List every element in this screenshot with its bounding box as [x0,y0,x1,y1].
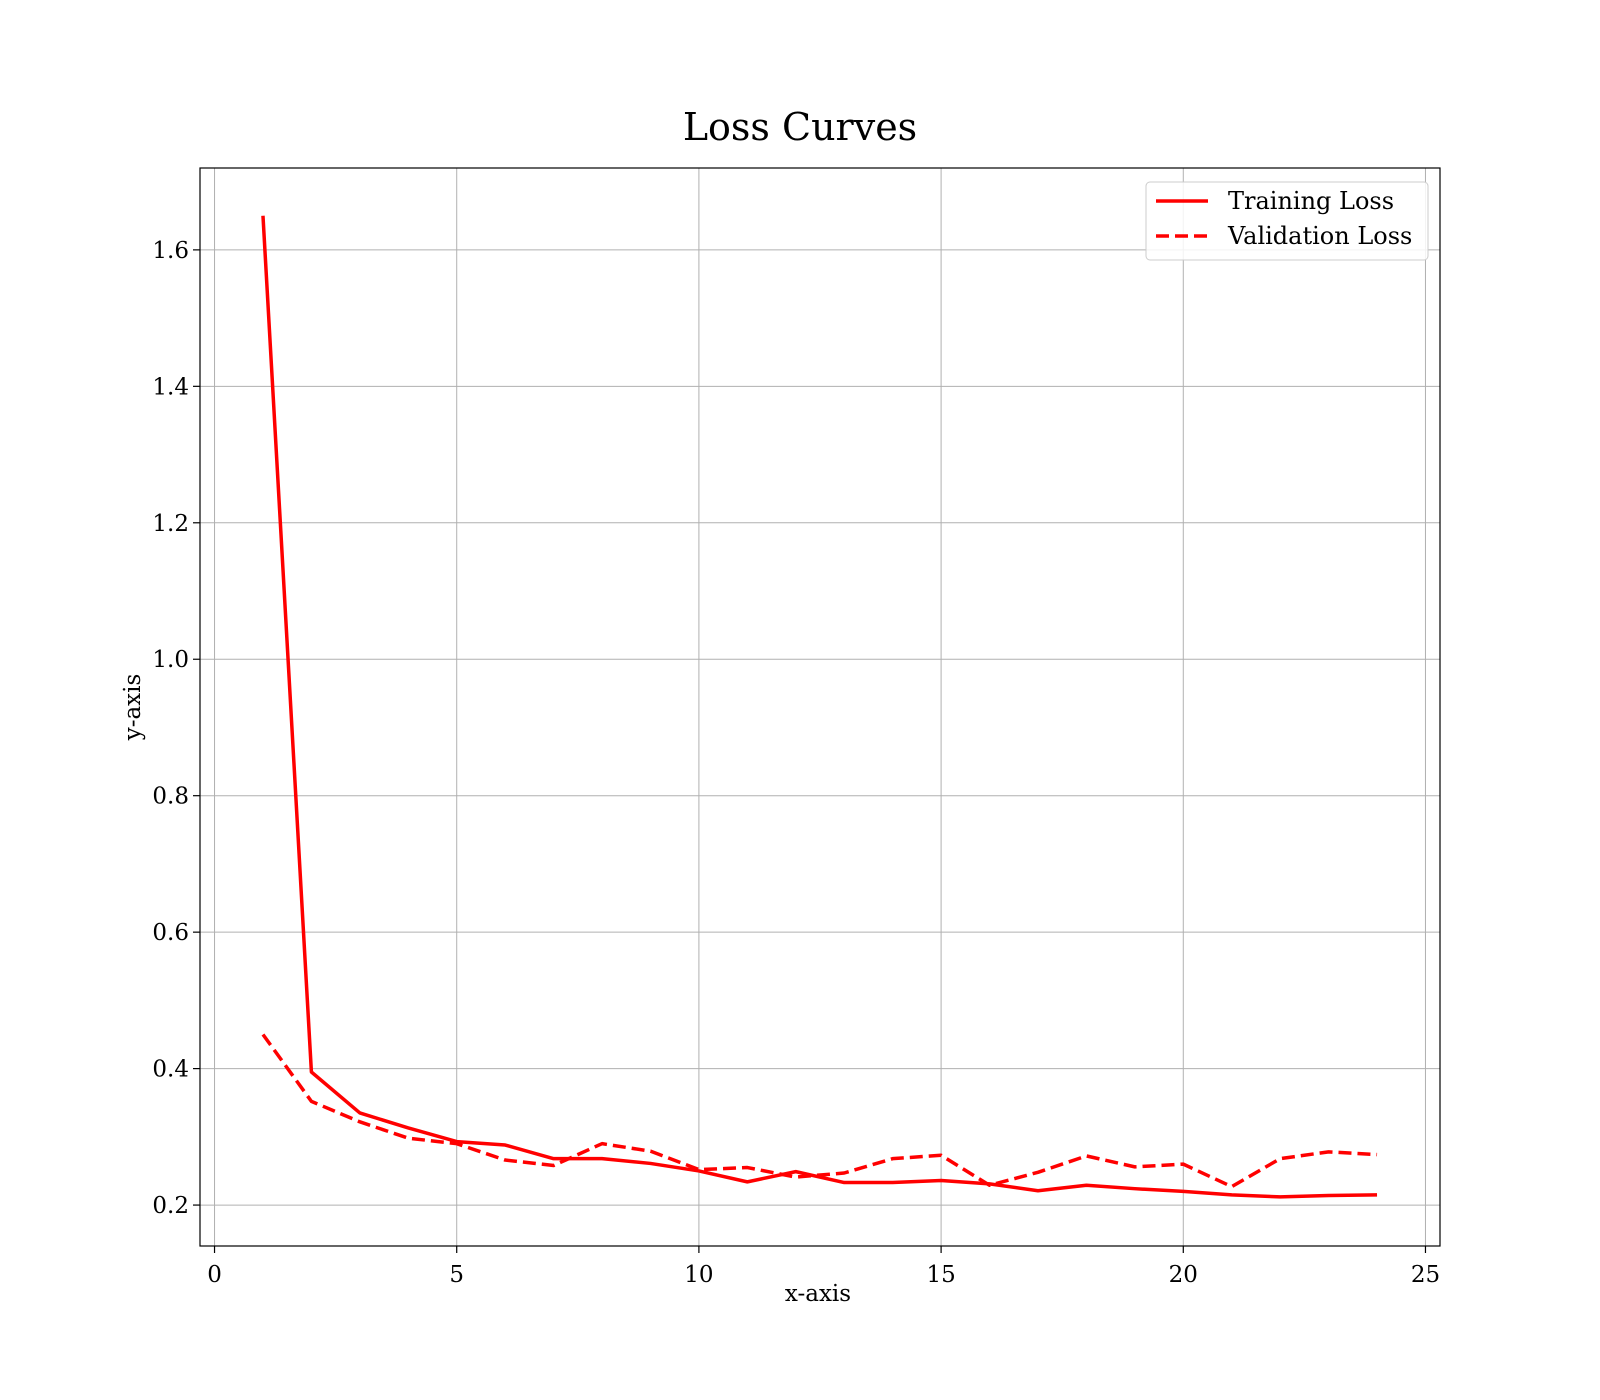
x-tick-label: 25 [1411,1262,1440,1288]
y-tick-label: 0.8 [152,784,189,810]
y-axis-label: y-axis [120,674,146,742]
y-tick-label: 0.2 [152,1193,189,1219]
legend-label: Training Loss [1228,187,1394,215]
y-tick-label: 1.0 [152,647,189,673]
chart-title: Loss Curves [683,105,917,149]
legend: Training Loss Validation Loss [1145,181,1429,261]
x-tick-label: 0 [207,1262,222,1288]
y-tick-label: 0.4 [152,1057,189,1083]
y-tick-label: 1.4 [152,374,189,400]
legend-label: Validation Loss [1227,222,1412,250]
x-tick-label: 5 [449,1262,464,1288]
y-tick-label: 0.6 [152,920,189,946]
training-loss-line [261,215,1378,1199]
plot-frame [199,167,1441,1247]
validation-loss-line [261,1033,1378,1189]
grid-lines [200,168,1440,1246]
x-tick-label: 15 [926,1262,955,1288]
x-tick-label: 20 [1169,1262,1198,1288]
x-tick-label: 10 [684,1262,713,1288]
series-lines [261,215,1378,1199]
y-tick-label: 1.6 [152,238,189,264]
legend-box [1145,181,1429,261]
y-tick-label: 1.2 [152,511,189,537]
axis-ticks: 0 5 10 15 20 25 0.2 0.4 0.6 0.8 1.0 1.2 1.4 1.6 [152,238,1440,1288]
x-axis-label: x-axis [785,1281,851,1307]
